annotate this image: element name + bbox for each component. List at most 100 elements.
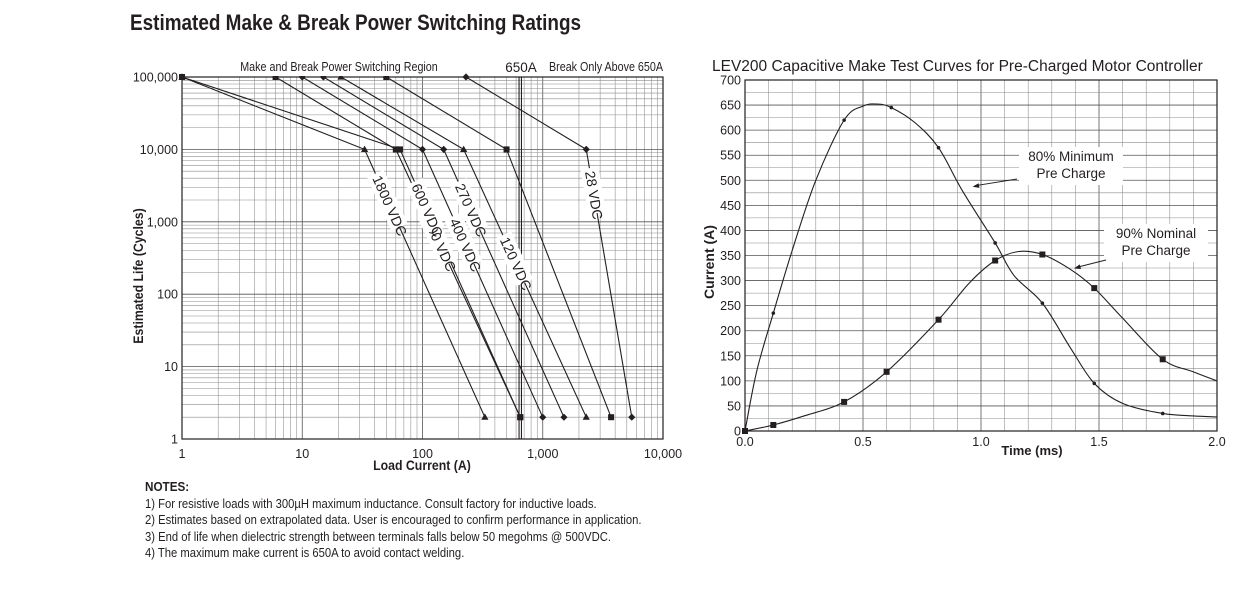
y-tick-label: 150	[720, 349, 741, 363]
series-label-bg	[367, 169, 408, 231]
series-point	[582, 413, 590, 420]
region-label-bg	[236, 58, 443, 76]
series-label-bg	[444, 212, 483, 268]
note-item: 3) End of life when dielectric strength …	[145, 529, 612, 544]
current-curves	[742, 103, 1218, 434]
callout-arrowhead	[972, 183, 980, 188]
series-point	[481, 413, 489, 420]
series-point	[770, 421, 777, 428]
callout-text: 80% Minimum	[1028, 149, 1114, 164]
series-label-bg	[580, 166, 606, 215]
y-tick-label: 450	[720, 199, 741, 213]
series-point	[418, 145, 427, 153]
y-tick-label: 100	[720, 374, 741, 388]
note-item: 4) The maximum make current is 650A to a…	[145, 546, 465, 560]
series-point	[361, 145, 369, 152]
right-chart-frame	[744, 79, 1218, 432]
series-point	[1040, 301, 1045, 305]
y-tick-label: 350	[720, 249, 741, 263]
callout-text: Pre Charge	[1036, 166, 1105, 181]
callout-bg	[1019, 147, 1123, 185]
capacitive-make-test-chart: LEV200 Capacitive Make Test Curves for P…	[701, 58, 1226, 458]
y-tick-label: 1	[171, 433, 178, 447]
left-chart-frame	[181, 76, 664, 440]
y-tick-label: 10	[164, 360, 178, 374]
series-point	[889, 105, 894, 110]
x-tick-label: 1	[179, 447, 186, 461]
y-tick-label: 200	[720, 324, 741, 338]
break-only-label: Break Only Above 650A	[549, 60, 663, 74]
series-point	[608, 414, 615, 421]
y-tick-label: 50	[727, 399, 741, 413]
series-label-bg	[494, 231, 533, 287]
series-point	[319, 73, 328, 81]
series-label-bg	[406, 177, 445, 233]
y-tick-label: 250	[720, 299, 741, 313]
series-point	[337, 73, 345, 80]
series-point	[582, 145, 590, 153]
y-tick-label: 1,000	[147, 215, 178, 229]
right-chart-y-axis-label: Current (A)	[701, 225, 717, 299]
switching-ratings-chart: 1 10 100 1,000 10,000 1 10 100 1,000 10,000 100,00…	[130, 58, 682, 473]
x-tick-label: 10	[295, 447, 309, 461]
series-point	[397, 146, 404, 153]
series-point	[742, 428, 748, 434]
y-tick-label: 600	[720, 124, 741, 138]
x-tick-label: 0.0	[736, 435, 753, 449]
right-chart-tick-labels: 0.0 0.5 1.0 1.5 2.0 0 50 100 150 200 250 300 350 400 4…	[720, 74, 1226, 450]
series-point	[1091, 285, 1098, 292]
callout-bg	[1104, 224, 1208, 262]
series-point	[628, 413, 636, 421]
series-point	[935, 316, 942, 323]
callout-arrowhead	[1074, 264, 1082, 270]
series-point	[992, 257, 999, 264]
y-tick-label: 700	[720, 74, 741, 88]
x-tick-label: 1.0	[972, 435, 989, 449]
callout-leader	[1075, 259, 1107, 269]
notes: NOTES: 1) For resistive loads with 300µH…	[145, 479, 642, 562]
notes-heading: NOTES:	[145, 479, 190, 494]
series-label: 28 VDC	[580, 166, 606, 221]
region-label: Make and Break Power Switching Region	[240, 60, 437, 74]
callout-leader	[974, 178, 1018, 187]
right-chart-x-axis-label: Time (ms)	[1001, 443, 1062, 458]
left-chart-tick-labels: 1 10 100 1,000 10,000 1 10 100 1,000 10,000 100,00…	[133, 71, 682, 462]
limit-label: 650A	[505, 60, 537, 75]
series-point	[272, 74, 279, 80]
series-point	[462, 73, 470, 81]
series-point	[503, 146, 510, 153]
series-point	[392, 146, 399, 153]
series-point	[539, 413, 547, 421]
series-point	[1092, 381, 1097, 386]
series-point	[179, 74, 185, 80]
right-chart-title: LEV200 Capacitive Make Test Curves for P…	[712, 58, 1203, 75]
callout-text: Pre Charge	[1121, 243, 1190, 258]
series-point	[517, 414, 524, 421]
x-tick-label: 1,000	[527, 447, 558, 461]
callout-text: 90% Nominal	[1116, 226, 1196, 241]
series-point	[1039, 251, 1046, 258]
y-tick-label: 0	[734, 425, 741, 439]
series-point	[383, 74, 390, 80]
series-curve	[744, 250, 1218, 432]
page-title: Estimated Make & Break Power Switching R…	[130, 10, 582, 35]
series-point	[771, 311, 776, 315]
series-point	[936, 145, 941, 150]
x-tick-label: 10,000	[644, 447, 682, 461]
series-point	[842, 118, 846, 122]
series-point	[460, 145, 468, 152]
y-tick-label: 500	[720, 174, 741, 188]
x-tick-label: 2.0	[1208, 435, 1225, 449]
series-point	[993, 241, 997, 245]
note-item: 1) For resistive loads with 300µH maximu…	[145, 496, 597, 511]
series-point	[440, 145, 448, 153]
y-tick-label: 650	[720, 99, 741, 113]
series-point	[560, 413, 568, 421]
series-point	[883, 368, 890, 375]
series-point	[1159, 356, 1166, 363]
y-tick-label: 100	[157, 288, 178, 302]
curve-callouts: 80% Minimum Pre Charge 90% Nominal Pre Char…	[972, 147, 1208, 270]
left-chart-x-axis-label: Load Current (A)	[373, 457, 471, 473]
y-tick-label: 400	[720, 224, 741, 238]
y-tick-label: 10,000	[140, 143, 178, 157]
